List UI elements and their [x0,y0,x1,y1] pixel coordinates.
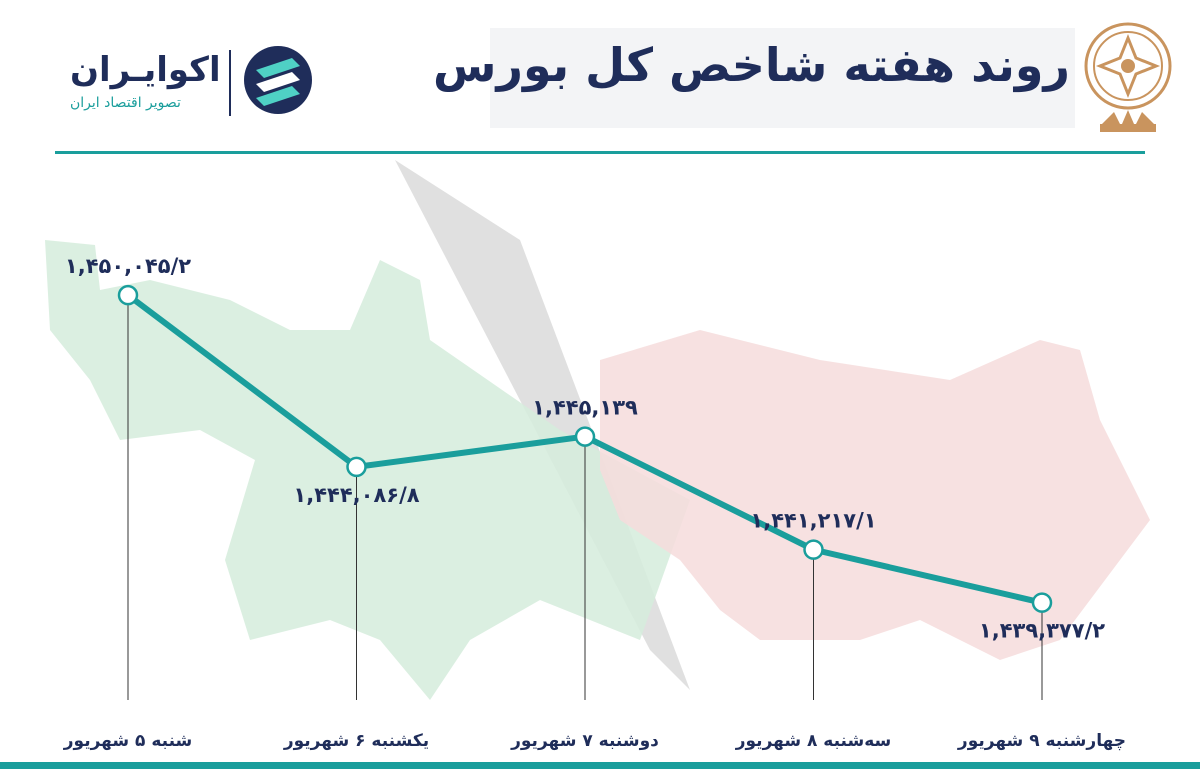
x-tick-label: یکشنبه ۶ شهریور [283,731,429,751]
data-label: ۱,۴۵۰,۰۴۵/۲ [65,254,191,278]
x-tick-label: سه‌شنبه ۸ شهریور [735,731,892,751]
title-band [490,28,1075,128]
brand-subtitle: تصویر اقتصاد ایران [70,95,181,111]
data-point [117,284,139,306]
points [117,284,1053,613]
x-tick-label: شنبه ۵ شهریور [63,731,192,751]
x-tick-label: دوشنبه ۷ شهریور [510,731,659,751]
data-label: ۱,۴۳۹,۳۷۷/۲ [979,619,1105,643]
data-point [346,456,367,478]
data-label: ۱,۴۴۴,۰۸۶/۸ [293,483,419,507]
data-label: ۱,۴۴۵,۱۳۹ [532,396,638,420]
data-point [1031,592,1053,613]
data-label: ۱,۴۴۱,۲۱۷/۱ [750,509,876,533]
brand-divider [229,50,231,116]
bottom-bar [0,762,1200,769]
x-axis-labels: شنبه ۵ شهریور یکشنبه ۶ شهریور دوشنبه ۷ شهر… [63,731,1126,751]
value-labels: ۱,۴۵۰,۰۴۵/۲ ۱,۴۴۴,۰۸۶/۸ ۱,۴۴۵,۱۳۹ ۱,۴۴۱,۲۱۷… [65,254,1105,642]
ecoiran-logo-icon [244,46,312,114]
data-point [574,426,596,447]
data-point [803,539,824,560]
bear-illustration [600,330,1150,660]
header-divider [55,151,1145,154]
brand-name: اکوایـران [70,50,221,90]
stock-exchange-emblem-icon [1084,22,1172,132]
x-tick-label: چهارشنبه ۹ شهریور [957,731,1126,751]
stems [127,295,1043,700]
chart-title: روند هفته شاخص کل بورس [433,38,1070,92]
